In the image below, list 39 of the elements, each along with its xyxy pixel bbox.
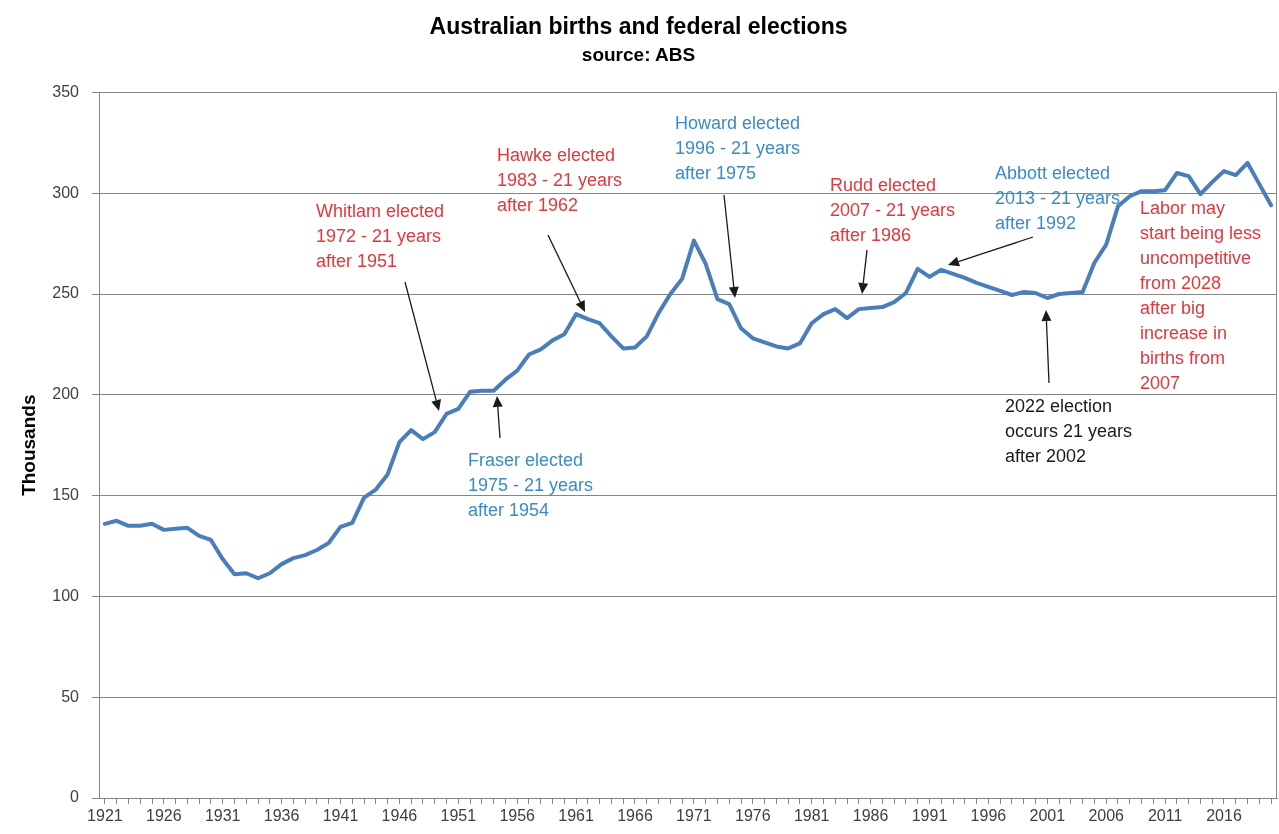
x-tick-label: 1936 <box>263 807 300 825</box>
y-tick-label: 50 <box>61 687 80 705</box>
x-tick-label: 1966 <box>617 807 653 825</box>
x-tick-label: 1951 <box>440 807 477 825</box>
y-tick-label: 300 <box>52 183 80 201</box>
x-tick-label: 2001 <box>1029 807 1066 825</box>
x-tick-label: 1981 <box>793 807 830 825</box>
annotation: Fraser elected 1975 - 21 years after 1954 <box>468 449 594 522</box>
annotation: Whitlam elected 1972 - 21 years after 1951 <box>316 200 445 273</box>
x-tick-label: 1921 <box>87 807 123 825</box>
annotation: Labor may start being less uncompetitive from 2028 after big increase in births from 2007 <box>1140 197 1262 395</box>
y-tick-label: 100 <box>52 586 80 604</box>
annotation: Abbott elected 2013 - 21 years after 1992 <box>995 162 1121 235</box>
x-tick-label: 1931 <box>204 807 241 825</box>
x-tick-label: 2006 <box>1088 807 1125 825</box>
chart-title: Australian births and federal elections <box>429 13 848 40</box>
x-tick-label: 1961 <box>558 807 594 825</box>
x-tick-label: 1926 <box>145 807 182 825</box>
y-tick-label: 200 <box>52 385 80 403</box>
x-tick-label: 1946 <box>381 807 418 825</box>
x-tick-label: 2016 <box>1206 807 1242 825</box>
x-tick-label: 1991 <box>911 807 948 825</box>
x-tick-label: 1941 <box>322 807 359 825</box>
x-tick-label: 2011 <box>1147 807 1183 825</box>
y-tick-label: 350 <box>52 82 80 100</box>
x-tick-label: 1971 <box>676 807 712 825</box>
chart-subtitle: source: ABS <box>581 44 696 66</box>
annotation: 2022 election occurs 21 years after 2002 <box>1005 395 1133 468</box>
annotation: Rudd elected 2007 - 21 years after 1986 <box>830 174 956 247</box>
y-tick-label: 250 <box>52 284 80 302</box>
x-tick-label: 1986 <box>852 807 889 825</box>
x-tick-label: 1976 <box>734 807 771 825</box>
x-tick-label: 1996 <box>970 807 1007 825</box>
y-tick-label: 0 <box>70 788 80 806</box>
annotation: Hawke elected 1983 - 21 years after 1962 <box>497 144 623 217</box>
y-axis-title: Thousands <box>17 394 39 496</box>
y-tick-label: 150 <box>52 486 80 504</box>
annotation: Howard elected 1996 - 21 years after 1975 <box>675 112 801 185</box>
x-tick-label: 1956 <box>499 807 536 825</box>
